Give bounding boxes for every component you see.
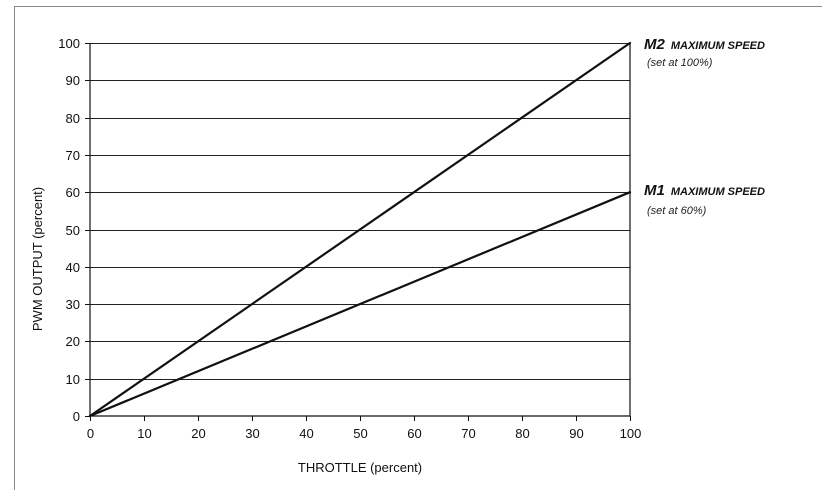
tick-labels: 0 10 20 30 40 50 60 70 80 90 100 0 10 20 30 40 50 60 70 80 9… [58,36,641,441]
axes [85,43,631,421]
y-tick-label-10: 10 [66,372,80,387]
m2-note: (set at 100%) [647,57,713,69]
x-tick-label-100: 100 [620,426,642,441]
y-tick-label-30: 30 [66,297,80,312]
y-tick-label-100: 100 [58,36,80,51]
gridlines [90,43,630,380]
series-line-m1 [88,191,632,418]
x-tick-label-90: 90 [569,426,583,441]
y-tick-label-80: 80 [66,111,80,126]
m1-description: MAXIMUM SPEED [670,186,765,198]
y-tick-label-90: 90 [66,73,80,88]
x-tick-label-10: 10 [137,426,151,441]
x-axis-title: THROTTLE (percent) [298,460,422,475]
y-tick-label-40: 40 [66,260,80,275]
x-tick-label-0: 0 [87,426,94,441]
series-lines [88,41,632,418]
m2-annotation: M2 MAXIMUM SPEED [644,36,765,54]
y-tick-label-20: 20 [66,334,80,349]
m2-description: MAXIMUM SPEED [670,40,765,52]
x-tick-label-50: 50 [353,426,367,441]
m2-series-label: M2 [644,36,665,53]
x-tick-label-30: 30 [245,426,259,441]
m1-annotation: M1 MAXIMUM SPEED [644,182,765,200]
m1-series-label: M1 [644,182,665,199]
y-tick-label-0: 0 [73,409,80,424]
x-tick-label-80: 80 [515,426,529,441]
x-tick-label-20: 20 [191,426,205,441]
x-tick-label-60: 60 [407,426,421,441]
m1-note: (set at 60%) [647,205,707,217]
series-line-m2 [88,41,632,418]
y-tick-label-70: 70 [66,148,80,163]
y-axis-title: PWM OUTPUT (percent) [30,187,45,331]
y-tick-label-60: 60 [66,185,80,200]
x-tick-label-70: 70 [461,426,475,441]
x-tick-label-40: 40 [299,426,313,441]
y-tick-label-50: 50 [66,223,80,238]
